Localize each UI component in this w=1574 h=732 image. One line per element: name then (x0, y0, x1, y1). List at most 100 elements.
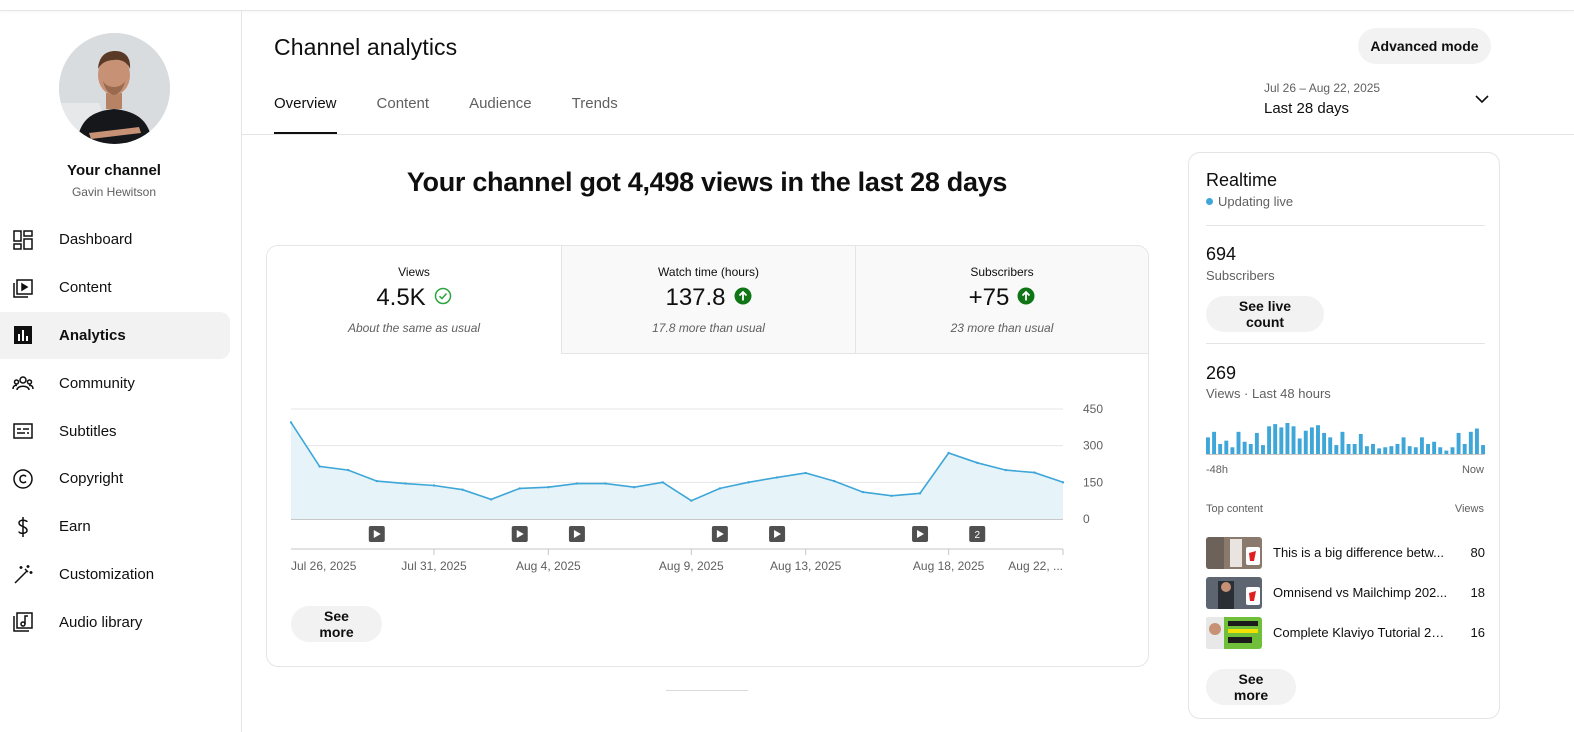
tab-overview[interactable]: Overview (274, 95, 337, 134)
top-content-views: 18 (1470, 585, 1485, 600)
realtime-bar (1236, 431, 1241, 455)
sidebar-item-content[interactable]: Content (0, 264, 230, 312)
sidebar-item-copyright[interactable]: Copyright (0, 455, 230, 503)
data-point (575, 482, 579, 485)
realtime-bar (1401, 437, 1406, 455)
data-point (432, 484, 436, 487)
data-point (518, 487, 521, 490)
data-point (461, 488, 464, 491)
data-point (661, 481, 664, 484)
data-point (804, 471, 807, 475)
content-icon (12, 277, 34, 299)
data-point (404, 482, 407, 485)
sidebar-item-community[interactable]: Community (0, 359, 230, 407)
top-views-label: Views (1454, 503, 1484, 515)
realtime-bar (1303, 430, 1308, 455)
metric-label: Views (398, 265, 430, 279)
sidebar-item-customization[interactable]: Customization (0, 551, 230, 599)
play-icon (917, 530, 925, 538)
top-content-title: This is a big difference betw... (1273, 545, 1445, 560)
realtime-bar (1340, 431, 1345, 455)
data-point (690, 499, 693, 502)
divider (1206, 343, 1485, 344)
metric-note: 17.8 more than usual (652, 321, 765, 335)
top-content-item[interactable]: This is a big difference betw... 80 (1206, 537, 1485, 569)
views-line (290, 421, 1064, 502)
sidebar-item-dashboard[interactable]: Dashboard (0, 216, 230, 264)
data-point (489, 498, 493, 501)
realtime-bar (1450, 447, 1455, 455)
top-content-views: 16 (1470, 625, 1485, 640)
realtime-bar (1261, 445, 1265, 455)
realtime-bar (1212, 431, 1217, 455)
top-content-label: Top content (1206, 503, 1263, 515)
data-point (718, 487, 722, 490)
metric-watch-time[interactable]: Watch time (hours) 137.8 17.8 more than … (561, 246, 855, 354)
views-area (291, 422, 1063, 519)
realtime-axis-start: -48h (1206, 464, 1229, 476)
play-icon (774, 530, 782, 538)
see-more-button[interactable]: See more (291, 606, 382, 642)
analytics-icon (12, 324, 34, 346)
realtime-bar (1230, 447, 1235, 455)
data-point (346, 468, 350, 472)
customization-icon (12, 563, 34, 585)
date-range-label: Last 28 days (1264, 100, 1350, 117)
data-point (890, 494, 893, 497)
see-live-count-button[interactable]: See live count (1206, 296, 1324, 332)
tab-trends[interactable]: Trends (571, 95, 618, 112)
sidebar-item-label: Analytics (59, 326, 126, 344)
sidebar-item-subtitles[interactable]: Subtitles (0, 407, 230, 455)
tab-audience[interactable]: Audience (469, 95, 532, 112)
sidebar-item-audio-library[interactable]: Audio library (0, 598, 230, 646)
data-point (1061, 481, 1065, 484)
live-dot-icon (1206, 198, 1213, 205)
advanced-mode-button[interactable]: Advanced mode (1358, 28, 1491, 64)
realtime-bar (1285, 423, 1290, 455)
top-bar (0, 0, 1574, 11)
y-tick-label: 300 (1083, 439, 1103, 453)
upload-marker (969, 526, 986, 542)
metric-views[interactable]: Views 4.5K About the same as usual (267, 246, 561, 354)
x-tick-label: Aug 9, 2025 (659, 559, 724, 573)
realtime-bar (1481, 445, 1485, 455)
top-content-item[interactable]: Omnisend vs Mailchimp 202... 18 (1206, 577, 1485, 609)
realtime-bar (1224, 440, 1229, 455)
earn-icon (12, 516, 34, 538)
sidebar-item-label: Audio library (59, 613, 143, 631)
x-tick-label: Jul 31, 2025 (401, 559, 467, 573)
date-range-dates: Jul 26 – Aug 22, 2025 (1264, 81, 1381, 95)
views-chart: 450 300 150 0 2 Jul 26, 2025 Jul 31, 2025 Aug 4… (267, 366, 1148, 586)
sidebar-item-analytics[interactable]: Analytics (0, 311, 230, 360)
top-content-item[interactable]: Complete Klaviyo Tutorial 20... 16 (1206, 617, 1485, 649)
realtime-see-more-button[interactable]: See more (1206, 669, 1296, 705)
data-point (632, 486, 636, 489)
header-divider (242, 134, 1574, 135)
channel-avatar[interactable] (59, 33, 170, 144)
subscriber-count: 694 (1206, 244, 1237, 264)
realtime-bar (1432, 441, 1437, 455)
chevron-down-icon (1474, 91, 1490, 112)
realtime-bar (1407, 446, 1412, 455)
realtime-bar (1254, 432, 1259, 455)
overview-card: Views 4.5K About the same as usual Watch… (266, 245, 1149, 667)
realtime-bar (1419, 437, 1424, 455)
x-tick-label: Aug 4, 2025 (516, 559, 581, 573)
realtime-views-label: Views · Last 48 hours (1206, 386, 1331, 401)
tab-content[interactable]: Content (376, 95, 430, 112)
dashboard-icon (12, 229, 34, 251)
sidebar-item-earn[interactable]: Earn (0, 503, 230, 551)
views-headline: Your channel got 4,498 views in the last… (406, 167, 1008, 197)
data-point (1033, 471, 1036, 474)
sidebar-item-label: Subtitles (59, 422, 117, 440)
tab-bar: Overview Content Audience Trends (274, 95, 658, 134)
page-title: Channel analytics (274, 34, 458, 60)
video-thumbnail (1206, 617, 1262, 649)
data-point (547, 486, 550, 489)
realtime-bar (1328, 437, 1333, 455)
top-content-title: Complete Klaviyo Tutorial 20... (1273, 625, 1449, 640)
metric-subscribers[interactable]: Subscribers +75 23 more than usual (855, 246, 1148, 354)
y-tick-label: 450 (1083, 402, 1103, 416)
date-range-selector[interactable]: Jul 26 – Aug 22, 2025 Last 28 days (1264, 79, 1490, 123)
realtime-bar (1413, 447, 1418, 455)
